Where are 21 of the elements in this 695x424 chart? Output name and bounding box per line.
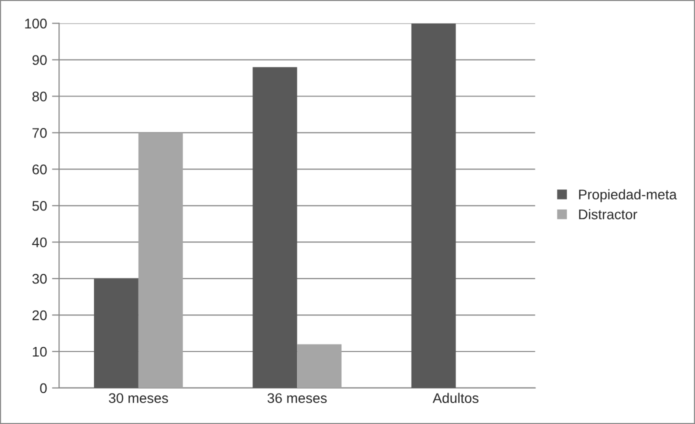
y-tick-label: 40: [32, 237, 47, 248]
y-tick-label: 10: [32, 346, 47, 357]
bar: [138, 132, 183, 388]
x-tick-label: 36 meses: [268, 393, 327, 404]
legend-label: Propiedad-meta: [579, 189, 677, 202]
y-tick-label: 90: [32, 55, 47, 65]
y-tick-label: 20: [32, 310, 47, 320]
legend-label: Distractor: [579, 209, 638, 220]
y-tick-label: 70: [32, 128, 47, 138]
x-tick-label: Adultos: [432, 392, 478, 404]
y-tick-label: 100: [25, 18, 47, 28]
bar: [411, 23, 456, 388]
y-tick-label: 50: [32, 200, 47, 211]
y-tick-label: 0: [40, 383, 47, 394]
bar: [252, 67, 298, 388]
x-tick-label: 30 meses: [108, 393, 168, 404]
bar: [94, 278, 138, 388]
y-tick-label: 30: [32, 274, 47, 284]
y-tick-label: 60: [32, 164, 47, 174]
bar: [297, 344, 342, 388]
y-tick-label: 80: [32, 92, 47, 102]
